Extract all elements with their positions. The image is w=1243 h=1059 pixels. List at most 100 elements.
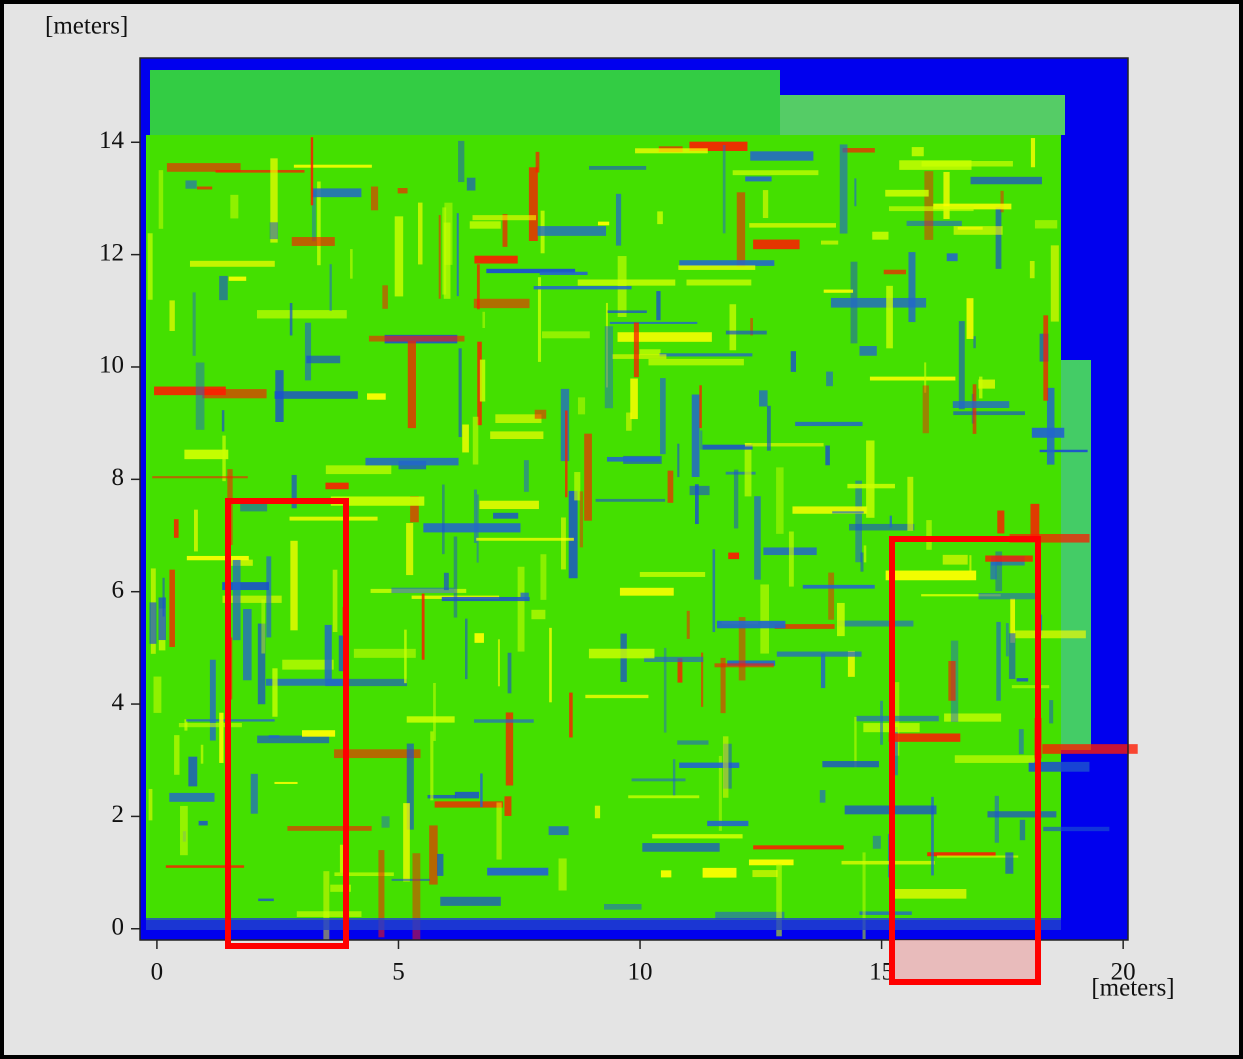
heatmap-streak — [652, 834, 743, 839]
heatmap-streak — [722, 144, 726, 234]
heatmap-streak — [594, 805, 601, 819]
y-tick-label: 8 — [112, 464, 125, 491]
heatmap-streak — [574, 472, 581, 501]
heatmap-streak — [953, 411, 1026, 416]
heatmap-streak — [289, 516, 378, 521]
heatmap-streak — [633, 322, 639, 378]
heatmap-streak — [966, 298, 974, 339]
heatmap-streak — [859, 911, 912, 915]
heatmap-streak — [990, 561, 997, 580]
heatmap-streak — [672, 759, 676, 796]
heatmap-streak — [228, 276, 247, 281]
heatmap-streak — [496, 802, 502, 860]
heatmap-streak — [689, 485, 710, 496]
heatmap-streak — [560, 388, 570, 462]
heatmap-area — [150, 70, 780, 135]
heatmap-streak — [854, 178, 857, 207]
heatmap-streak — [733, 469, 739, 529]
heatmap-streak — [1009, 534, 1090, 543]
heatmap-streak — [397, 188, 408, 194]
heatmap-streak — [748, 859, 794, 866]
heatmap-streak — [691, 394, 700, 478]
heatmap-streak — [679, 762, 740, 768]
heatmap-streak — [891, 889, 967, 899]
heatmap-streak — [604, 326, 614, 409]
heatmap-streak — [537, 277, 542, 362]
heatmap-streak — [863, 545, 867, 563]
heatmap-streak — [325, 678, 408, 687]
heatmap-streak — [952, 401, 1010, 409]
heatmap-streak — [219, 712, 224, 763]
heatmap-streak — [686, 610, 690, 639]
heatmap-streak — [1039, 449, 1088, 453]
heatmap-streak — [972, 384, 977, 434]
heatmap-streak — [825, 445, 830, 466]
heatmap-streak — [219, 275, 228, 301]
heatmap-streak — [639, 571, 706, 577]
heatmap-streak — [725, 471, 756, 475]
heatmap-streak — [893, 727, 898, 776]
heatmap-streak — [391, 878, 430, 881]
heatmap-streak — [403, 803, 410, 882]
heatmap-streak — [406, 743, 414, 830]
heatmap-streak — [728, 552, 740, 560]
heatmap-streak — [1043, 315, 1049, 401]
heatmap-area — [1061, 360, 1091, 750]
heatmap-streak — [410, 496, 419, 523]
heatmap-streak — [946, 253, 958, 262]
heatmap-streak — [642, 843, 720, 852]
heatmap-streak — [738, 617, 746, 681]
y-tick-label: 6 — [112, 576, 125, 603]
heatmap-streak — [762, 190, 769, 219]
heatmap-streak — [906, 220, 962, 226]
heatmap-streak — [577, 397, 586, 415]
heatmap-streak — [776, 467, 784, 534]
heatmap-streak — [274, 391, 358, 399]
heatmap-streak — [472, 416, 479, 465]
heatmap-streak — [1030, 503, 1040, 538]
heatmap-streak — [830, 297, 927, 308]
heatmap-streak — [154, 386, 226, 396]
heatmap-streak — [497, 639, 500, 687]
heatmap-streak — [534, 409, 547, 419]
heatmap-streak — [1043, 826, 1110, 832]
heatmap-streak — [996, 621, 1001, 701]
heatmap-streak — [888, 206, 974, 212]
heatmap-streak — [378, 850, 385, 938]
x-axis-label: [meters] — [1091, 975, 1174, 1002]
heatmap-streak — [533, 286, 632, 290]
heatmap-streak — [433, 682, 436, 741]
heatmap-streak — [476, 537, 574, 541]
heatmap-streak — [165, 865, 245, 868]
heatmap-streak — [189, 260, 275, 267]
heatmap-streak — [517, 566, 525, 652]
heatmap-streak — [749, 223, 836, 228]
heatmap-streak — [438, 215, 441, 299]
heatmap-streak — [434, 801, 503, 808]
heatmap-streak — [795, 421, 863, 427]
heatmap-streak — [266, 556, 272, 638]
heatmap-streak — [631, 778, 686, 782]
heatmap-streak — [153, 676, 162, 713]
heatmap-streak — [657, 211, 663, 225]
heatmap-streak — [885, 189, 929, 197]
heatmap-streak — [442, 484, 445, 555]
heatmap-streak — [1042, 744, 1138, 754]
heatmap-streak — [995, 551, 1003, 592]
heatmap-streak — [744, 443, 824, 447]
heatmap-streak — [839, 144, 848, 234]
heatmap-streak — [1010, 598, 1016, 643]
heatmap-streak — [788, 531, 794, 587]
heatmap-streak — [174, 735, 180, 775]
heatmap-streak — [523, 460, 529, 492]
heatmap-streak — [504, 796, 512, 816]
heatmap-streak — [368, 335, 465, 342]
heatmap-streak — [458, 140, 465, 183]
heatmap-streak — [568, 490, 578, 579]
heatmap-streak — [979, 376, 983, 399]
heatmap-streak — [626, 412, 632, 431]
heatmap-streak — [334, 749, 421, 759]
highlight-box — [889, 536, 1041, 985]
heatmap-streak — [911, 147, 924, 157]
heatmap-streak — [663, 647, 667, 733]
